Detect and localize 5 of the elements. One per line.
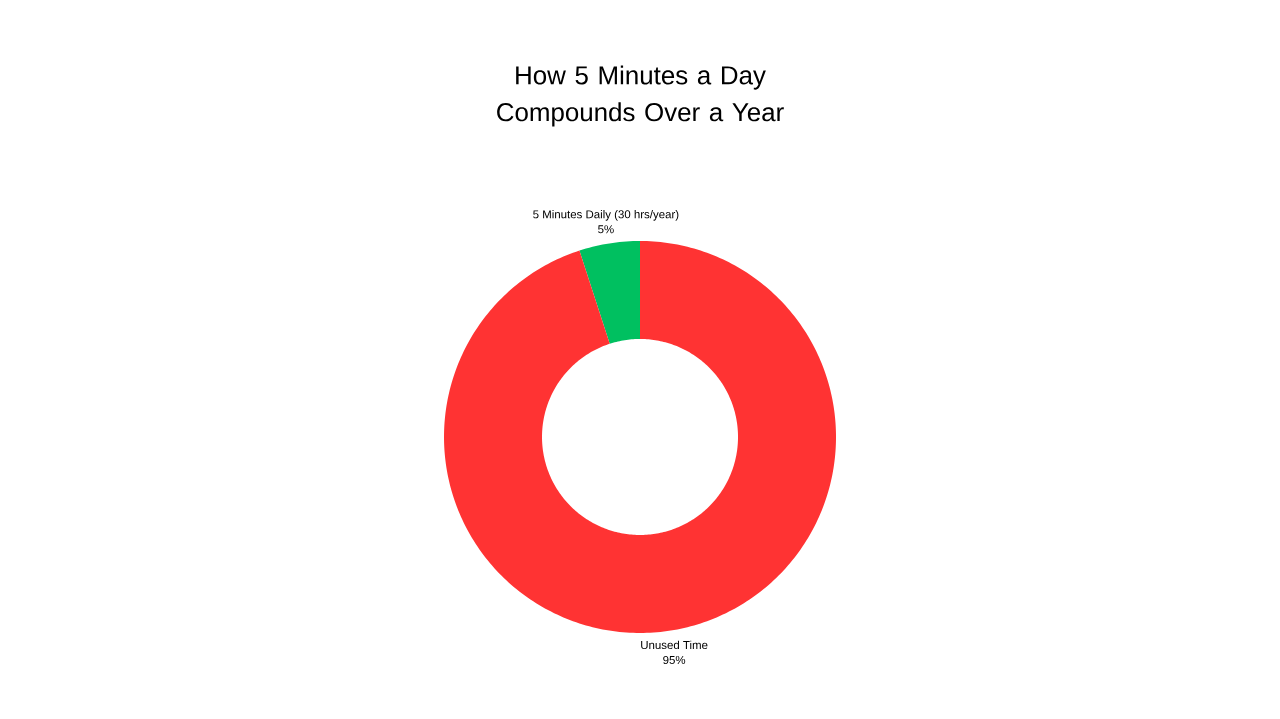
chart-title: How 5 Minutes a Day Compounds Over a Year <box>497 65 784 127</box>
slice-label: Unused Time <box>641 640 708 650</box>
data-label: 5% <box>598 225 614 234</box>
slice-label: 5 Minutes Daily (30 hrs/year) <box>533 209 679 221</box>
data-label: 95% <box>663 655 686 665</box>
